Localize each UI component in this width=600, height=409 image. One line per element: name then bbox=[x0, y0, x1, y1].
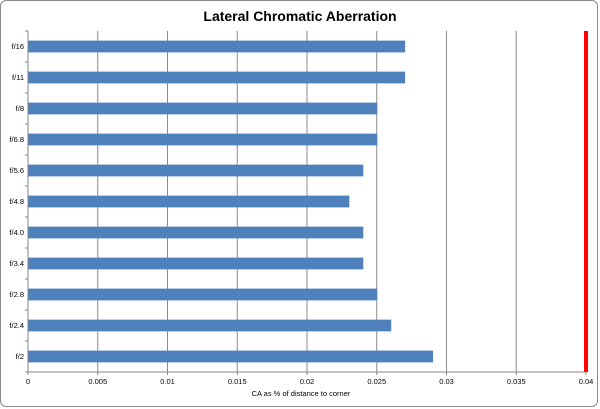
x-tick-label: 0.01 bbox=[160, 377, 175, 386]
x-tick-label: 0.04 bbox=[579, 377, 594, 386]
x-tick-label: 0.005 bbox=[88, 377, 107, 386]
x-tick-label: 0.015 bbox=[228, 377, 247, 386]
bar bbox=[28, 288, 378, 301]
bar bbox=[28, 319, 392, 332]
bar bbox=[28, 226, 364, 239]
y-tick-label: f/5.6 bbox=[9, 166, 24, 175]
bar bbox=[28, 195, 350, 208]
chart-title: Lateral Chromatic Aberration bbox=[203, 8, 397, 24]
bar bbox=[28, 71, 406, 84]
bar bbox=[28, 164, 364, 177]
x-tick-label: 0.035 bbox=[507, 377, 526, 386]
y-tick-label: f/6.8 bbox=[9, 135, 24, 144]
x-axis-title: CA as % of distance to corner bbox=[252, 389, 351, 398]
x-tick-label: 0 bbox=[26, 377, 30, 386]
bars bbox=[28, 31, 588, 372]
y-tick-label: f/8 bbox=[16, 104, 24, 113]
x-tick-label: 0.02 bbox=[300, 377, 315, 386]
y-tick-label: f/2.4 bbox=[9, 321, 24, 330]
bar bbox=[28, 133, 378, 146]
y-tick-label: f/2 bbox=[16, 352, 24, 361]
y-tick-label: f/3.4 bbox=[9, 259, 24, 268]
x-tick-label: 0.025 bbox=[367, 377, 386, 386]
y-tick-label: f/11 bbox=[12, 73, 24, 82]
y-tick-label: f/2.8 bbox=[9, 290, 24, 299]
y-tick-labels: f/16 f/11 f/8 f/6.8 f/5.6 f/4.8 f/4.0 f/3.4 f/2.… bbox=[9, 42, 24, 361]
bar bbox=[28, 257, 364, 270]
y-tick-label: f/16 bbox=[11, 42, 24, 51]
bar bbox=[28, 102, 378, 115]
bar bbox=[28, 350, 434, 363]
y-tick-label: f/4.8 bbox=[9, 197, 24, 206]
x-tick-label: 0.03 bbox=[439, 377, 454, 386]
y-tick-label: f/4.0 bbox=[9, 228, 24, 237]
bar bbox=[28, 40, 406, 53]
x-tick-labels: 0 0.005 0.01 0.015 0.02 0.025 0.03 0.035 0.04 bbox=[26, 377, 593, 386]
axes bbox=[25, 30, 587, 375]
